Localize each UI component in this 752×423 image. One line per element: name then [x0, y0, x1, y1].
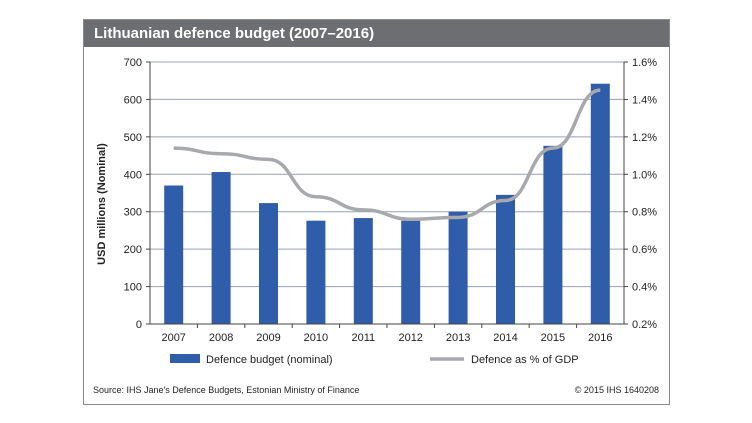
legend-label-bars: Defence budget (nominal) — [206, 354, 333, 366]
y-tick-label: 700 — [124, 57, 142, 69]
y2-tick-label: 0.6% — [632, 244, 657, 256]
right-axis-tick-labels: 0.2% 0.4% 0.6% 0.8% 1.0% 1.2% 1.4% 1.6% — [632, 57, 657, 331]
x-axis-tick-labels: 2007 2008 2009 2010 2011 2012 2013 2014 2015 2016 — [161, 332, 612, 344]
chart-area: 0 100 200 300 400 500 600 700 0.2% 0.4% 0.6% 0.8% 1… — [96, 57, 657, 366]
x-tick-label: 2012 — [398, 332, 422, 344]
title-bar: Lithuanian defence budget (2007–2016) — [84, 20, 669, 47]
x-tick-label: 2014 — [493, 332, 517, 344]
y2-tick-label: 0.4% — [632, 282, 657, 294]
chart-title: Lithuanian defence budget (2007–2016) — [94, 25, 375, 42]
y-tick-label: 300 — [124, 207, 142, 219]
y2-tick-label: 0.8% — [632, 207, 657, 219]
x-tick-label: 2016 — [588, 332, 612, 344]
y-tick-label: 200 — [124, 244, 142, 256]
x-tick-label: 2011 — [351, 332, 375, 344]
x-tick-label: 2010 — [304, 332, 328, 344]
left-axis-tick-labels: 0 100 200 300 400 500 600 700 — [124, 57, 142, 331]
axes — [146, 61, 628, 328]
y-tick-label: 100 — [124, 282, 142, 294]
y-tick-label: 400 — [124, 169, 142, 181]
bar — [259, 203, 278, 324]
chart-frame: Lithuanian defence budget (2007–2016) 0 1… — [83, 19, 670, 405]
bar — [590, 83, 610, 324]
bar-series — [164, 83, 610, 324]
x-tick-label: 2009 — [256, 332, 280, 344]
bar — [401, 220, 421, 324]
y2-tick-label: 0.2% — [632, 319, 657, 331]
bar — [164, 185, 184, 324]
y-axis-label: USD millions (Nominal) — [96, 143, 108, 265]
x-tick-label: 2013 — [446, 332, 470, 344]
y-tick-label: 0 — [136, 319, 142, 331]
bar — [543, 145, 563, 324]
y2-tick-label: 1.2% — [632, 132, 657, 144]
legend-swatch-bars — [170, 354, 200, 363]
copyright-note: © 2015 IHS 1640208 — [574, 385, 659, 395]
y2-tick-label: 1.0% — [632, 169, 657, 181]
y2-tick-label: 1.4% — [632, 94, 657, 106]
bar — [496, 194, 515, 324]
bar — [353, 218, 373, 324]
y-tick-label: 500 — [124, 132, 142, 144]
x-tick-label: 2015 — [541, 332, 565, 344]
legend: Defence budget (nominal) Defence as % of … — [170, 354, 579, 366]
line-series — [173, 88, 601, 221]
bar — [448, 211, 468, 324]
y2-tick-label: 1.6% — [632, 57, 657, 69]
bar — [211, 172, 231, 324]
x-tick-label: 2008 — [209, 332, 233, 344]
gdp-share-line — [173, 88, 601, 221]
source-note: Source: IHS Jane's Defence Budgets, Esto… — [93, 385, 360, 395]
y-tick-label: 600 — [124, 94, 142, 106]
bar — [306, 220, 326, 324]
legend-label-line: Defence as % of GDP — [471, 354, 579, 366]
x-tick-label: 2007 — [161, 332, 185, 344]
